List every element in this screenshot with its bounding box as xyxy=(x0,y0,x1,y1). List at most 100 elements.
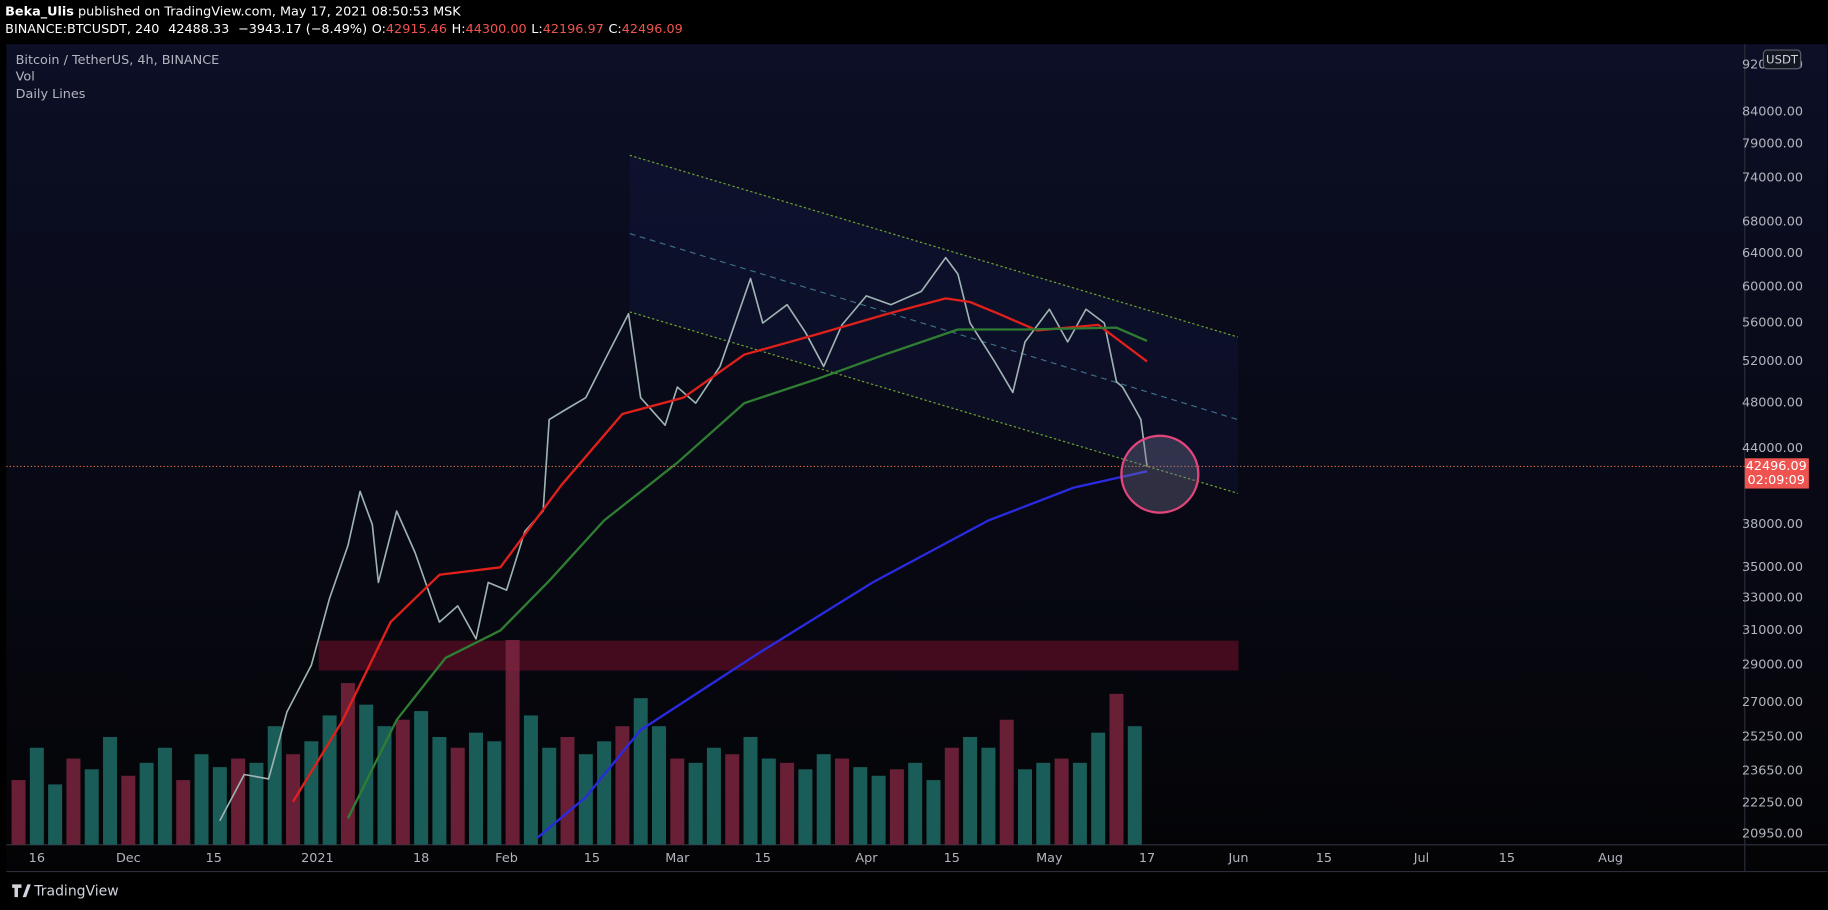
series-line xyxy=(219,256,1148,822)
plot xyxy=(6,154,1745,845)
volume-bar xyxy=(560,736,575,845)
x-tick-label: Jul xyxy=(1413,851,1429,866)
volume-bar xyxy=(652,726,666,845)
volume-bar xyxy=(11,780,26,845)
volume-bar xyxy=(505,639,520,845)
y-tick-label: 79000.00 xyxy=(1742,136,1803,151)
y-tick-label: 20950.00 xyxy=(1742,827,1803,842)
x-tick-label: 16 xyxy=(29,851,45,866)
symbol: BINANCE:BTCUSDT, 240 xyxy=(5,22,159,37)
series-line xyxy=(291,297,1148,803)
ohlc-value: 42496.09 xyxy=(622,22,683,37)
volume-bar xyxy=(688,762,703,845)
y-tick-label: 84000.00 xyxy=(1742,105,1803,120)
volume-bar xyxy=(340,683,355,845)
volume-bar xyxy=(29,747,44,845)
volume-bar xyxy=(725,754,740,845)
x-tick-label: 15 xyxy=(584,851,600,866)
volume-bar xyxy=(798,769,813,845)
volume-bar xyxy=(487,741,502,845)
volume-bar xyxy=(578,754,593,845)
x-tick-label: 2021 xyxy=(301,851,334,866)
x-tick-label: 15 xyxy=(944,851,960,866)
x-tick-label: 15 xyxy=(206,851,222,866)
x-tick-label: 15 xyxy=(1316,851,1332,866)
y-tick-label: 38000.00 xyxy=(1742,517,1803,532)
y-tick-label: 25250.00 xyxy=(1742,730,1803,745)
y-tick-label: 74000.00 xyxy=(1742,170,1803,185)
header-line-1: Beka_Ulis published on TradingView.com, … xyxy=(5,4,461,19)
legend-item: Bitcoin / TetherUS, 4h, BINANCE xyxy=(16,53,220,68)
y-tick-label: 52000.00 xyxy=(1742,354,1803,369)
volume-bar xyxy=(542,747,557,845)
volume-bar xyxy=(615,726,630,845)
volume-bar xyxy=(139,762,154,845)
currency-badge xyxy=(1762,49,1802,70)
countdown: 02:09:09 xyxy=(1747,473,1804,488)
last-price-label: 42496.09 xyxy=(1746,459,1807,474)
volume-bar xyxy=(304,741,319,845)
ohlc-value: 42915.46 xyxy=(386,22,447,37)
volume-bar xyxy=(66,758,81,845)
volume-bar xyxy=(780,762,795,845)
y-tick-label: 22250.00 xyxy=(1742,795,1803,810)
volume-bar xyxy=(414,711,429,845)
volume-bar xyxy=(523,715,538,845)
volume-bar xyxy=(121,775,136,845)
series-line xyxy=(536,470,1148,839)
volume-bar xyxy=(377,726,392,845)
y-tick-label: 35000.00 xyxy=(1742,560,1803,575)
price: 42488.33 xyxy=(168,22,229,37)
volume-bar xyxy=(194,754,209,845)
ohlc-label: H: xyxy=(452,22,466,37)
volume-bar xyxy=(743,736,758,845)
last-price-badge xyxy=(1744,458,1809,489)
volume-bar xyxy=(176,780,191,845)
series-line xyxy=(346,326,1148,819)
published: published on TradingView.com, May 17, 20… xyxy=(78,4,461,19)
y-tick-label: 23650.00 xyxy=(1742,764,1803,779)
volume-bar xyxy=(908,762,923,845)
trendline xyxy=(629,311,1239,494)
volume-bar xyxy=(963,736,978,845)
volume-bar xyxy=(1072,762,1087,845)
volume-bar xyxy=(1109,693,1124,845)
x-tick-label: Jun xyxy=(1227,851,1248,866)
volume-bar xyxy=(469,732,484,845)
y-tick-label: 68000.00 xyxy=(1742,214,1803,229)
x-tick-label: 18 xyxy=(413,851,429,866)
volume-bar xyxy=(249,762,264,845)
volume-bar xyxy=(670,758,685,845)
footer-brand: TradingView xyxy=(33,883,118,899)
volume-bar xyxy=(231,758,246,845)
x-tick-label: 17 xyxy=(1139,851,1155,866)
x-tick-label: Mar xyxy=(665,851,690,866)
ohlc-label: O: xyxy=(372,22,386,37)
volume-bar xyxy=(835,758,849,845)
y-tick-label: 31000.00 xyxy=(1742,623,1803,638)
x-tick-label: Apr xyxy=(855,851,878,866)
currency-label: USDT xyxy=(1766,53,1799,67)
y-tick-label: 44000.00 xyxy=(1742,441,1803,456)
volume-bar xyxy=(981,747,996,845)
x-tick-label: Feb xyxy=(495,851,518,866)
y-tick-label: 27000.00 xyxy=(1742,695,1803,710)
volume-bar xyxy=(450,747,465,845)
publisher: Beka_Ulis xyxy=(5,4,74,19)
x-tick-label: Aug xyxy=(1598,851,1623,866)
y-tick-label: 29000.00 xyxy=(1742,658,1803,673)
volume-bar xyxy=(706,747,721,845)
volume-bar xyxy=(103,736,118,845)
y-tick-label: 64000.00 xyxy=(1742,246,1803,261)
volume-bar xyxy=(1054,758,1069,845)
ohlc-label: L: xyxy=(531,22,542,37)
volume-bar xyxy=(999,719,1014,845)
volume-bar xyxy=(1036,762,1051,845)
volume-bar xyxy=(267,726,282,845)
volume-bar xyxy=(871,775,886,845)
volume-bar xyxy=(816,754,831,845)
volume-bar xyxy=(359,704,374,845)
legend-item: Vol xyxy=(16,69,35,84)
highlight-circle xyxy=(1120,434,1200,514)
